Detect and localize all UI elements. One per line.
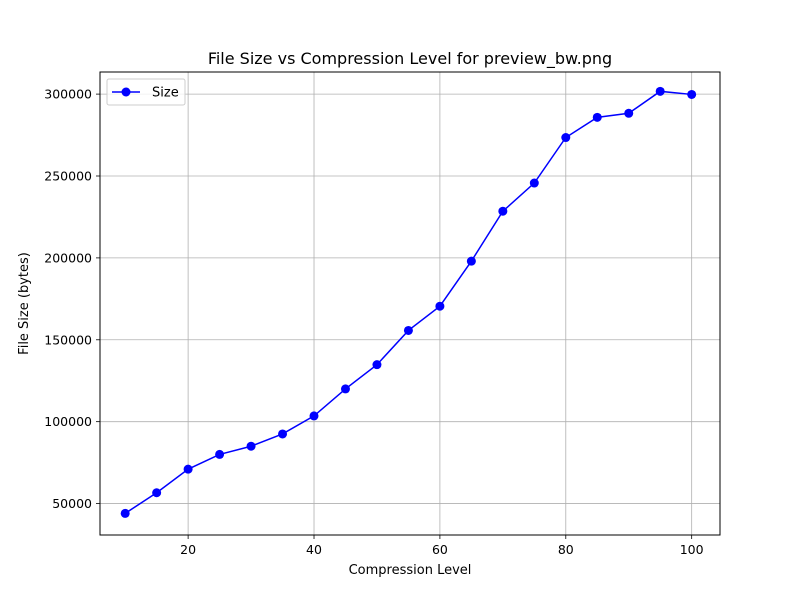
data-point (498, 206, 508, 216)
data-point (372, 360, 382, 370)
data-point (655, 86, 665, 96)
y-axis-label: File Size (bytes) (17, 252, 32, 355)
data-point (592, 112, 602, 122)
x-axis-label: Compression Level (349, 563, 472, 578)
data-point (183, 464, 193, 474)
data-point (561, 133, 571, 143)
data-point (340, 384, 350, 394)
x-tick-label: 100 (680, 542, 704, 557)
data-point (624, 108, 634, 118)
y-tick-label: 150000 (44, 332, 92, 347)
data-point (529, 178, 539, 188)
legend-marker-swatch (121, 87, 131, 97)
x-tick-label: 40 (306, 542, 322, 557)
plot-frame (99, 71, 721, 536)
data-point (278, 429, 288, 439)
data-point (215, 449, 225, 459)
x-tick-label: 60 (432, 542, 448, 557)
y-tick-label: 300000 (44, 87, 92, 102)
y-tick-label: 250000 (44, 168, 92, 183)
data-point (403, 325, 413, 335)
x-tick-label: 80 (558, 542, 574, 557)
data-point (466, 256, 476, 266)
data-point (120, 508, 130, 518)
x-axis-ticks: 20 40 60 80 100 (180, 535, 704, 557)
data-point (687, 89, 697, 99)
legend: Size (106, 78, 186, 106)
series-layer (120, 86, 697, 518)
legend-entry-size: Size (152, 86, 179, 101)
data-point (435, 301, 445, 311)
x-tick-label: 20 (180, 542, 196, 557)
y-tick-label: 50000 (52, 496, 92, 511)
data-point (309, 411, 319, 421)
legend-box (106, 78, 186, 106)
y-tick-label: 200000 (44, 250, 92, 265)
data-point (152, 488, 162, 498)
data-point (246, 441, 256, 451)
y-axis-ticks: 50000 100000 150000 200000 250000 300000 (44, 87, 100, 511)
chart-title: File Size vs Compression Level for previ… (208, 49, 612, 69)
y-tick-label: 100000 (44, 414, 92, 429)
